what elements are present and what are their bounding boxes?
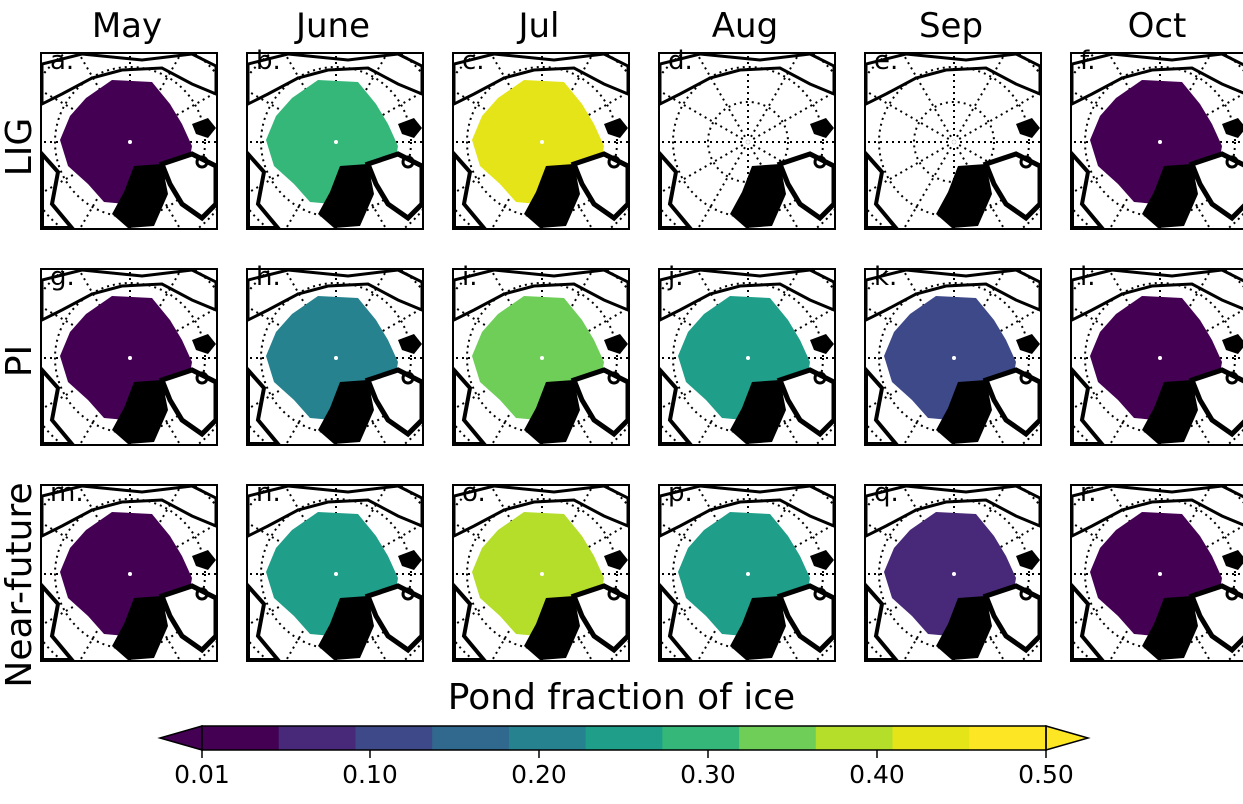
column-title-may: May <box>91 6 163 46</box>
map-panel <box>864 268 1042 446</box>
arctic-map <box>866 54 1040 228</box>
panel-label: g. <box>50 262 75 292</box>
map-panel <box>658 268 836 446</box>
panel-label: l. <box>1080 262 1096 292</box>
arctic-map <box>866 486 1040 660</box>
colorbar-segment <box>969 726 1047 750</box>
panel-label: i. <box>462 262 478 292</box>
map-panel <box>246 484 424 662</box>
colorbar-segment <box>815 726 894 750</box>
column-title-jul: Jul <box>518 6 560 46</box>
colorbar-title: Pond fraction of ice <box>447 677 796 718</box>
column-title-june: June <box>295 6 371 46</box>
arctic-map <box>454 486 628 660</box>
arctic-map <box>1072 270 1243 444</box>
map-panel <box>452 52 630 230</box>
arctic-map <box>42 54 216 228</box>
map-panel <box>1070 52 1243 230</box>
colorbar-segment <box>585 726 663 750</box>
colorbar-segment <box>508 726 587 750</box>
arctic-map <box>248 270 422 444</box>
column-title-aug: Aug <box>711 6 779 46</box>
colorbar-tick-label: 0.20 <box>511 760 567 789</box>
arctic-map <box>248 486 422 660</box>
panel-label: m. <box>50 478 84 508</box>
arctic-map <box>454 54 628 228</box>
arctic-map <box>248 54 422 228</box>
map-panel <box>246 268 424 446</box>
panel-label: k. <box>874 262 898 292</box>
column-title-oct: Oct <box>1127 6 1187 46</box>
arctic-map <box>866 270 1040 444</box>
colorbar-tick-label: 0.01 <box>174 760 230 789</box>
panel-label: e. <box>874 46 899 76</box>
colorbar-over-triangle <box>1045 725 1091 751</box>
colorbar-segment <box>662 726 740 750</box>
column-title-sep: Sep <box>918 6 984 46</box>
arctic-map <box>42 270 216 444</box>
panel-label: f. <box>1080 46 1096 76</box>
arctic-map <box>660 486 834 660</box>
arctic-map <box>1072 486 1243 660</box>
colorbar-segment <box>355 726 433 750</box>
panel-label: a. <box>50 46 75 76</box>
panel-label: p. <box>668 478 693 508</box>
map-panel <box>864 52 1042 230</box>
panel-label: d. <box>668 46 693 76</box>
map-panel <box>246 52 424 230</box>
colorbar-segment <box>202 726 280 750</box>
map-panel <box>658 484 836 662</box>
arctic-map <box>454 270 628 444</box>
panel-label: b. <box>256 46 281 76</box>
map-panel <box>40 52 218 230</box>
colorbar-tick-label: 0.30 <box>680 760 736 789</box>
map-panel <box>658 52 836 230</box>
arctic-map <box>660 270 834 444</box>
colorbar-tick-label: 0.10 <box>342 760 398 789</box>
panel-label: o. <box>462 478 486 508</box>
colorbar-segment <box>892 726 970 750</box>
map-panel <box>1070 484 1243 662</box>
map-panel <box>40 484 218 662</box>
map-panel <box>864 484 1042 662</box>
panel-label: r. <box>1080 478 1097 508</box>
map-panel <box>452 268 630 446</box>
colorbar-tick-label: 0.40 <box>849 760 905 789</box>
arctic-map <box>660 54 834 228</box>
panel-label: n. <box>256 478 281 508</box>
map-panel <box>1070 268 1243 446</box>
map-panel <box>40 268 218 446</box>
panel-label: j. <box>668 262 684 292</box>
arctic-map <box>42 486 216 660</box>
colorbar-segment <box>739 726 817 750</box>
panel-label: h. <box>256 262 281 292</box>
colorbar-segment <box>432 726 510 750</box>
panel-label: q. <box>874 478 899 508</box>
colorbar-under-triangle <box>157 725 203 751</box>
colorbar-tick-label: 0.50 <box>1018 760 1074 789</box>
colorbar-frame <box>201 725 1047 751</box>
map-panel <box>452 484 630 662</box>
colorbar-segment <box>278 726 356 750</box>
panel-label: c. <box>462 46 485 76</box>
arctic-map <box>1072 54 1243 228</box>
